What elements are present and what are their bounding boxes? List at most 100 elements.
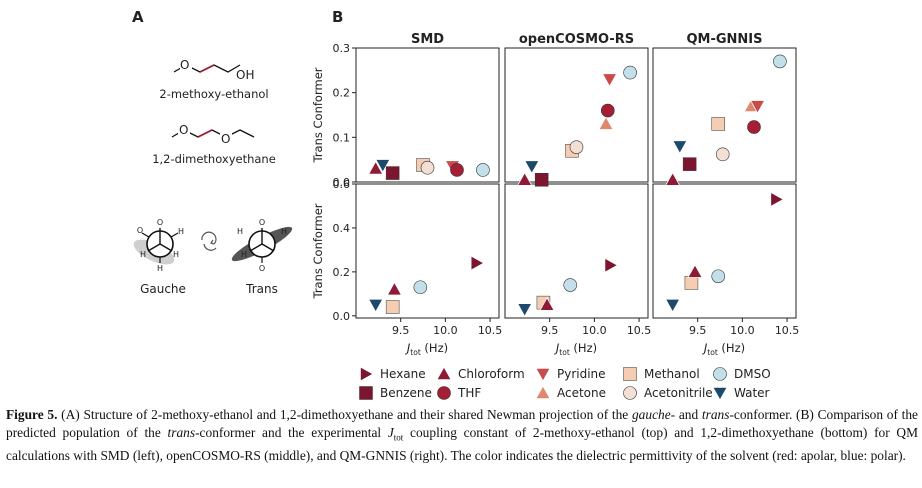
legend-marker-thf xyxy=(437,386,451,400)
x-axis-label-c2: Jtot (Hz) xyxy=(702,341,745,357)
point-methanol-r1-c0 xyxy=(385,300,400,314)
caption-text-2: - and xyxy=(670,407,702,422)
caption-gauche: gauche xyxy=(631,407,671,422)
point-chloroform-r1-c2 xyxy=(687,264,703,278)
point-benzene-r0-c2 xyxy=(682,157,697,171)
x-tick-label-c2: 9.5 xyxy=(689,324,707,337)
point-acetonitrile-r0-c1 xyxy=(569,140,584,154)
legend-label-thf: THF xyxy=(457,386,481,400)
point-acetone-r0-c1 xyxy=(598,116,614,130)
point-chloroform-r0-c2 xyxy=(664,171,681,186)
trans-h-l2: H xyxy=(241,250,247,259)
caption-text-4: -conformer and the experimental xyxy=(195,425,388,440)
legend-marker-chloroform xyxy=(436,366,452,381)
gauche-o-top: O xyxy=(157,218,163,227)
column-title-2: QM-GNNIS xyxy=(686,32,762,47)
panel-frame-r0-c0 xyxy=(355,47,500,183)
legend-label-hexane: Hexane xyxy=(380,367,426,381)
panel-frame-r1-c1 xyxy=(504,183,649,319)
gauche-h-r2: H xyxy=(173,250,179,259)
legend-marker-pyridine xyxy=(535,367,551,382)
point-acetonitrile-r0-c2 xyxy=(715,147,730,162)
molecule-2-methoxy-ethanol: O OH 2-methoxy-ethanol xyxy=(159,58,268,101)
newman-gauche: O O H H H H xyxy=(133,218,184,273)
point-pyridine-r0-c2 xyxy=(749,100,766,114)
y-tick-label-r1: 0.4 xyxy=(333,222,351,235)
point-water-r0-c2 xyxy=(672,140,688,155)
point-hexane-r1-c0 xyxy=(470,255,485,271)
caption-text-1: (A) Structure of 2-methoxy-ethanol and 1… xyxy=(57,407,632,422)
y-tick-label-r1: 0.0 xyxy=(333,310,351,323)
x-axis-label-c0: Jtot (Hz) xyxy=(405,341,448,357)
trans-label: Trans xyxy=(245,282,278,296)
figure-caption: Figure 5. (A) Structure of 2-methoxy-eth… xyxy=(6,406,918,465)
point-dmso-r0-c0 xyxy=(476,163,490,177)
point-water-r1-c0 xyxy=(367,298,384,313)
x-tick-label-c0: 10.5 xyxy=(478,324,503,337)
legend-marker-hexane xyxy=(359,366,374,382)
legend-marker-benzene xyxy=(359,386,373,400)
y-tick-label-r0: 0.1 xyxy=(333,131,351,144)
mol2-name: 1,2-dimethoxyethane xyxy=(152,152,276,166)
mol1-name: 2-methoxy-ethanol xyxy=(159,87,268,101)
trans-h-left: H xyxy=(237,227,243,236)
point-dmso-r0-c1 xyxy=(623,65,637,80)
gauche-h-right: H xyxy=(178,227,184,236)
molecule-1-2-dimethoxyethane: O O 1,2-dimethoxyethane xyxy=(152,123,276,166)
point-water-r0-c0 xyxy=(375,159,391,173)
legend-label-methanol: Methanol xyxy=(644,367,700,381)
panel-label-a: A xyxy=(132,8,144,26)
panel-frame-r0-c1 xyxy=(504,47,649,183)
x-tick-label-c0: 9.5 xyxy=(392,324,410,337)
caption-label: Figure 5. xyxy=(6,407,58,422)
point-thf-r0-c1 xyxy=(600,103,615,118)
point-water-r1-c1 xyxy=(516,303,533,318)
point-thf-r0-c0 xyxy=(450,163,464,177)
caption-trans-2: trans xyxy=(167,425,196,440)
point-dmso-r1-c0 xyxy=(413,280,428,295)
legend-label-acetone: Acetone xyxy=(557,386,606,400)
legend-marker-acetone xyxy=(535,385,551,400)
legend: Hexane Chloroform Pyridine Methanol DMSO Benz… xyxy=(359,366,771,400)
legend-label-pyridine: Pyridine xyxy=(557,367,606,381)
legend-label-dmso: DMSO xyxy=(734,367,771,381)
point-acetonitrile-r0-c0 xyxy=(420,160,435,175)
legend-label-water: Water xyxy=(734,386,770,400)
trans-h-right: H xyxy=(281,227,287,236)
point-methanol-r0-c2 xyxy=(711,117,725,131)
point-water-r0-c1 xyxy=(524,160,540,175)
point-water-r1-c2 xyxy=(664,298,681,313)
gauche-h-bottom: H xyxy=(157,264,163,273)
interconversion-icon xyxy=(201,231,217,251)
point-chloroform-r1-c0 xyxy=(386,281,403,296)
y-axis-label-r0: Trans Conformer xyxy=(311,67,325,163)
x-tick-label-c1: 10.0 xyxy=(582,324,607,337)
x-axis-label-c1: Jtot (Hz) xyxy=(554,341,597,357)
x-tick-label-c2: 10.5 xyxy=(775,324,800,337)
panel-frame-r0-c2 xyxy=(652,47,797,183)
point-thf-r0-c2 xyxy=(747,120,761,134)
x-tick-label-c0: 10.0 xyxy=(433,324,458,337)
y-tick-label-r0: 0.0 xyxy=(333,176,351,189)
legend-label-chloroform: Chloroform xyxy=(458,367,525,381)
x-tick-label-c1: 10.5 xyxy=(627,324,652,337)
caption-text-3: -conformer. (B) Comparison of the predic… xyxy=(6,407,918,440)
panel-label-b: B xyxy=(332,8,343,26)
legend-marker-water xyxy=(712,386,728,400)
point-hexane-r1-c1 xyxy=(604,257,619,273)
point-methanol-r1-c2 xyxy=(684,276,699,290)
figure-5: A B O OH 2-methoxy-ethanol O O 1,2-dimet… xyxy=(132,8,800,400)
panel-frame-r1-c2 xyxy=(652,183,797,319)
x-tick-label-c2: 10.0 xyxy=(730,324,755,337)
y-axis-label-r1: Trans Conformer xyxy=(311,203,325,299)
point-pyridine-r0-c1 xyxy=(601,73,618,88)
point-chloroform-r1-c1 xyxy=(539,296,555,311)
caption-j-sub: tot xyxy=(393,432,404,443)
caption-trans: trans xyxy=(701,407,730,422)
point-chloroform-r0-c1 xyxy=(516,171,533,186)
point-benzene-r0-c0 xyxy=(385,166,400,180)
y-tick-label-r0: 0.2 xyxy=(333,87,351,100)
column-title-1: openCOSMO-RS xyxy=(519,32,634,47)
gauche-o-left: O xyxy=(137,226,143,235)
point-dmso-r1-c1 xyxy=(563,278,578,292)
